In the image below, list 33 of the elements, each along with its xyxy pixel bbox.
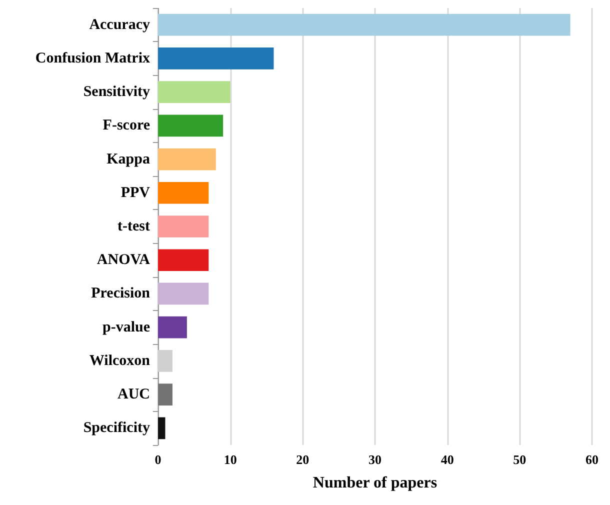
y-tick-label: PPV — [120, 184, 150, 201]
y-tick-label: F-score — [102, 118, 150, 134]
x-tick-label: 20 — [296, 452, 310, 467]
y-tick-label: Wilcoxon — [89, 352, 151, 369]
bar — [158, 148, 216, 170]
x-tick-label: 10 — [224, 452, 237, 467]
y-tick-label: Confusion Matrix — [35, 50, 150, 66]
bar — [158, 384, 172, 406]
y-tick-label: Sensitivity — [83, 84, 150, 100]
x-tick-label: 50 — [513, 452, 526, 467]
y-tick-label: t-test — [118, 218, 150, 234]
y-tick-label: Accuracy — [89, 16, 150, 33]
bar — [158, 114, 224, 137]
y-tick-label: ANOVA — [96, 252, 150, 268]
x-tick-label: 60 — [586, 452, 598, 467]
bar — [158, 48, 274, 70]
y-tick-label: AUC — [118, 386, 150, 403]
y-tick-label: Kappa — [106, 151, 150, 168]
x-tick-label: 40 — [440, 452, 454, 467]
y-tick-label: Specificity — [83, 420, 150, 436]
y-tick-label: Precision — [91, 286, 151, 302]
y-tick-label: p-value — [102, 319, 150, 336]
x-tick-label: 30 — [368, 452, 382, 467]
bar — [158, 316, 187, 338]
x-tick-label: 0 — [154, 452, 162, 467]
bar — [158, 182, 209, 204]
bar — [158, 249, 209, 272]
x-axis-title: Number of papers — [312, 474, 438, 492]
bar — [158, 216, 209, 238]
bar — [158, 282, 209, 305]
bar — [158, 81, 230, 103]
bar — [158, 14, 570, 36]
bar — [158, 417, 166, 440]
